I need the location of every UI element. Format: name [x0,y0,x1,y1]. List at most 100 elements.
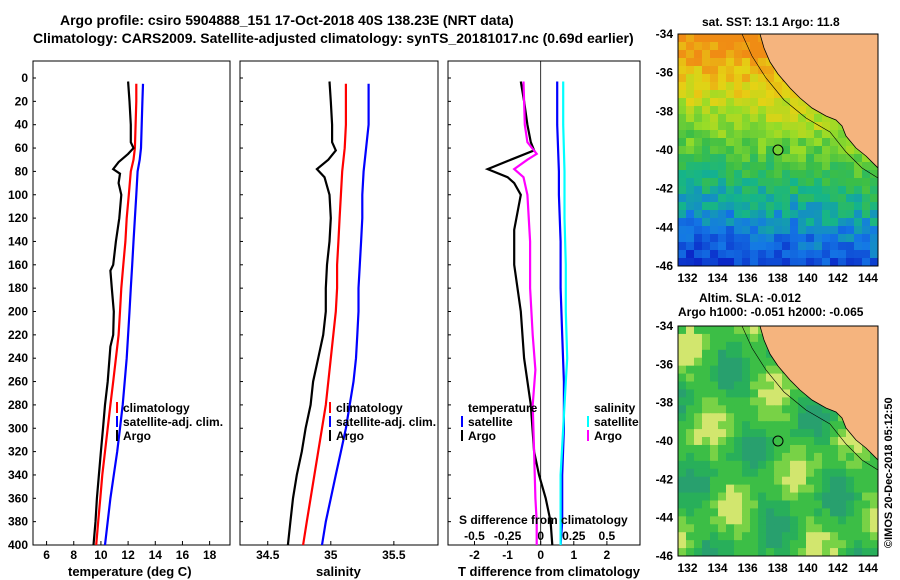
map-cell [718,146,727,155]
map-cell [702,532,711,541]
map-cell [734,421,743,430]
map-cell [854,516,863,525]
map-cell [814,226,823,235]
map-cell [790,381,799,390]
map-cell [846,460,855,470]
map-cell [854,178,863,187]
map-cell [750,468,759,478]
map-cell [790,405,799,414]
map-cell [750,218,759,227]
series-line-t-argo [484,81,554,546]
x-tick-label: 1 [570,548,577,562]
map-cell [774,186,783,195]
map-cell [750,98,759,107]
map-cell [822,226,831,235]
map-cell [718,114,727,123]
map-cell [814,524,823,533]
legend-label-argo: Argo [123,429,151,443]
map-cell [774,381,783,390]
map-cell [718,508,727,517]
map-cell [774,138,783,147]
map-cell [734,98,743,107]
map-cell [870,484,878,494]
map-cell [694,540,703,549]
map-cell [766,452,775,462]
map-cell [838,492,847,501]
map-cell [822,548,831,556]
map-cell [758,389,767,398]
map-cell [838,452,847,462]
map-cell [718,421,727,430]
map-cell [814,540,823,549]
depth-tick-label: 180 [8,281,28,295]
map-cell [734,437,743,446]
depth-tick-label: 300 [8,421,28,435]
map-cell [838,508,847,517]
map-cell [870,234,878,243]
map-cell [742,114,751,123]
map-cell [862,532,871,541]
map-cell [726,170,735,179]
map-cell [678,429,687,438]
map-cell [758,58,767,67]
map-cell [774,540,783,549]
map-cell [766,397,775,406]
map-cell [678,460,687,470]
map-cell [710,98,719,107]
map-cell [790,540,799,549]
map-cell [862,460,871,470]
map-cell [734,452,743,462]
map-cell [734,234,743,243]
map-cell [790,437,799,446]
map-cell [686,532,695,541]
lon-tick-label: 138 [768,561,788,575]
map-cell [806,405,815,414]
map-cell [694,532,703,541]
map-cell [726,484,735,494]
map-cell [846,210,855,219]
map-cell [710,349,719,359]
map-cell [734,146,743,155]
map-cell [742,154,751,163]
map-cell [702,341,711,351]
depth-tick-label: 200 [8,305,28,319]
map-cell [718,429,727,438]
map-cell [742,66,751,75]
map-cell [790,516,799,525]
map-cell [838,437,847,446]
map-cell [758,373,767,383]
map-cell [806,492,815,501]
map-cell [726,186,735,195]
depth-tick-label: 340 [8,468,28,482]
map-cell [806,508,815,517]
map-cell [742,516,751,525]
map-cell [806,476,815,486]
salinity-plot: 34.5 35 35.5 [256,81,406,562]
map-cell [750,357,759,367]
sla-profile-marker [772,435,784,447]
map-cell [758,397,767,406]
map-cell [726,437,735,446]
map-cell [758,194,767,203]
map-cell [774,468,783,478]
map-cell [822,444,831,454]
map-cell [686,548,695,556]
sla-map-title-line2: Argo h1000: -0.051 h2000: -0.065 [678,305,864,319]
map-cell [734,365,743,375]
map-cell [734,50,743,59]
map-cell [694,524,703,533]
map-cell [766,508,775,517]
map-cell [734,34,743,43]
map-cell [694,397,703,406]
map-cell [782,90,791,99]
map-cell [726,210,735,219]
map-cell [742,421,751,430]
map-cell [686,218,695,227]
map-cell [870,218,878,227]
timestamp-watermark: ©IMOS 20-Dec-2018 05:12:50 [883,397,895,548]
map-cell [702,508,711,517]
map-cell [726,226,735,235]
map-cell [766,413,775,422]
map-cell [798,146,807,155]
map-cell [750,250,759,259]
